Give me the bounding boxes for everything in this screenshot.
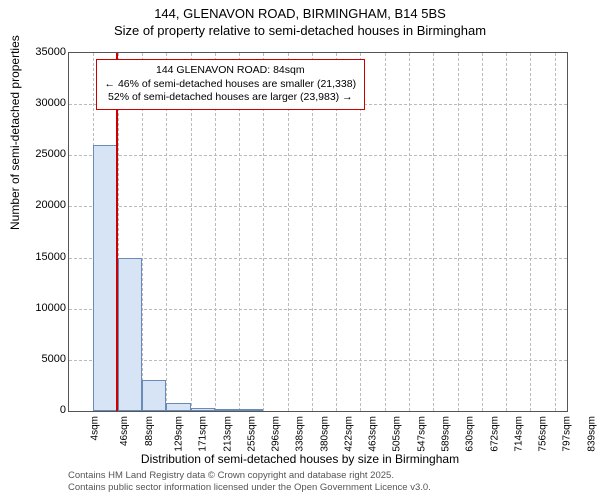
x-tick-label: 255sqm — [247, 416, 258, 452]
x-tick-label: 296sqm — [270, 416, 281, 452]
y-tick-label: 35000 — [16, 46, 66, 58]
y-tick-label: 0 — [16, 404, 66, 416]
x-tick-label: 630sqm — [465, 416, 476, 452]
x-tick-label: 380sqm — [319, 416, 330, 452]
grid-v — [482, 53, 483, 411]
x-tick-label: 422sqm — [344, 416, 355, 452]
histogram-bar — [93, 145, 117, 411]
y-tick-label: 5000 — [16, 353, 66, 365]
histogram-bar — [118, 258, 142, 411]
grid-v — [555, 53, 556, 411]
x-tick-label: 213sqm — [222, 416, 233, 452]
annotation-line2: ← 46% of semi-detached houses are smalle… — [105, 78, 357, 92]
grid-v — [433, 53, 434, 411]
x-tick-label: 46sqm — [119, 416, 130, 446]
grid-v — [458, 53, 459, 411]
x-tick-label: 547sqm — [416, 416, 427, 452]
chart-plot-area: 144 GLENAVON ROAD: 84sqm ← 46% of semi-d… — [68, 52, 568, 412]
x-tick-label: 463sqm — [368, 416, 379, 452]
y-tick-label: 25000 — [16, 148, 66, 160]
histogram-bar — [142, 380, 166, 411]
y-tick-label: 20000 — [16, 199, 66, 211]
grid-v — [409, 53, 410, 411]
title-main: 144, GLENAVON ROAD, BIRMINGHAM, B14 5BS — [0, 0, 600, 21]
x-tick-label: 589sqm — [441, 416, 452, 452]
grid-v — [385, 53, 386, 411]
x-tick-label: 839sqm — [586, 416, 597, 452]
annotation-line3: 52% of semi-detached houses are larger (… — [105, 91, 357, 105]
y-tick-label: 10000 — [16, 302, 66, 314]
histogram-bar — [215, 409, 239, 411]
x-tick-label: 4sqm — [89, 416, 100, 440]
annotation-line1: 144 GLENAVON ROAD: 84sqm — [105, 64, 357, 78]
x-tick-label: 714sqm — [514, 416, 525, 452]
x-tick-label: 129sqm — [173, 416, 184, 452]
x-tick-label: 338sqm — [295, 416, 306, 452]
grid-h — [69, 309, 567, 310]
histogram-bar — [239, 409, 263, 411]
x-tick-label: 756sqm — [538, 416, 549, 452]
grid-h — [69, 155, 567, 156]
y-tick-label: 15000 — [16, 251, 66, 263]
x-tick-label: 797sqm — [562, 416, 573, 452]
title-sub: Size of property relative to semi-detach… — [0, 21, 600, 38]
grid-h — [69, 206, 567, 207]
grid-v — [506, 53, 507, 411]
credits: Contains HM Land Registry data © Crown c… — [68, 470, 431, 494]
credits-line2: Contains public sector information licen… — [68, 482, 431, 494]
x-tick-label: 171sqm — [198, 416, 209, 452]
grid-v — [530, 53, 531, 411]
x-tick-label: 505sqm — [392, 416, 403, 452]
y-tick-label: 30000 — [16, 97, 66, 109]
x-tick-label: 672sqm — [489, 416, 500, 452]
credits-line1: Contains HM Land Registry data © Crown c… — [68, 470, 431, 482]
annotation-box: 144 GLENAVON ROAD: 84sqm ← 46% of semi-d… — [96, 59, 366, 110]
grid-h — [69, 258, 567, 259]
grid-h — [69, 360, 567, 361]
x-tick-label: 88sqm — [144, 416, 155, 446]
x-axis-label: Distribution of semi-detached houses by … — [0, 452, 600, 466]
histogram-bar — [191, 408, 215, 411]
histogram-bar — [166, 403, 190, 411]
